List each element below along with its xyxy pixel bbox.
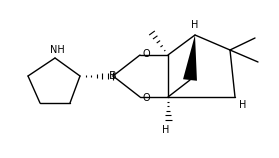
Text: H: H — [162, 125, 170, 135]
Text: NH: NH — [50, 45, 64, 55]
Polygon shape — [183, 35, 197, 81]
Text: H: H — [191, 20, 199, 30]
Text: O: O — [142, 49, 150, 59]
Text: H: H — [239, 100, 247, 110]
Text: B: B — [109, 71, 117, 81]
Text: O: O — [142, 93, 150, 103]
